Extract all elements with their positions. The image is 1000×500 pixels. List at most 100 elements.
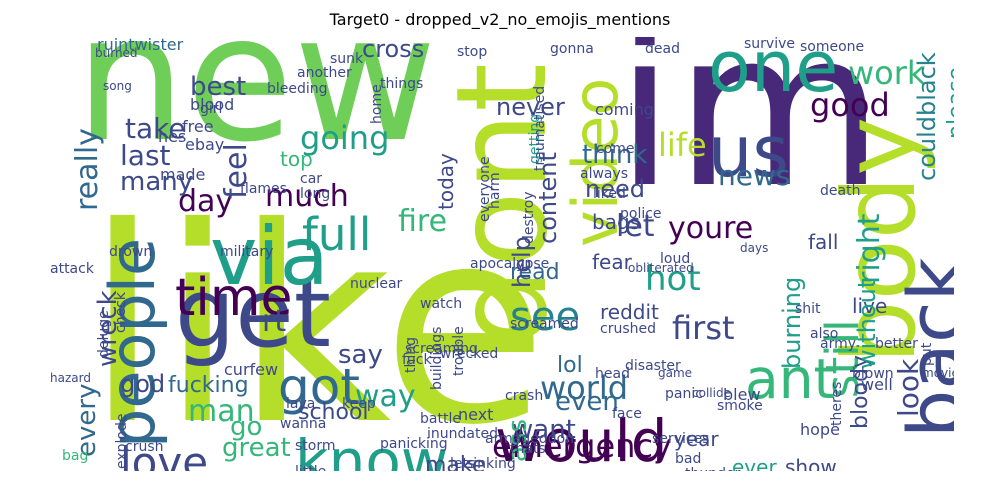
cloud-word: going <box>300 119 390 157</box>
cloud-word: year <box>674 427 719 451</box>
cloud-word: ebay <box>185 135 225 154</box>
cloud-word: gonna <box>550 41 594 57</box>
cloud-word: movie <box>922 366 954 380</box>
cloud-word: great <box>222 433 291 463</box>
cloud-word: good <box>810 86 890 124</box>
cloud-word: ant <box>745 347 836 411</box>
cloud-word: liked <box>593 186 626 202</box>
cloud-word: life <box>658 126 707 164</box>
cloud-word: car <box>300 171 323 187</box>
cloud-word: police <box>620 206 662 222</box>
cloud-word: armageddon <box>485 431 575 447</box>
cloud-word: destroy <box>521 191 537 244</box>
cloud-word: god <box>120 370 166 398</box>
cloud-word: new <box>75 37 437 181</box>
cloud-word: battle <box>420 411 461 427</box>
cloud-word: want <box>512 415 576 445</box>
cloud-word: get <box>175 259 331 369</box>
cloud-word: crush <box>125 439 164 455</box>
cloud-word: shit <box>795 301 821 317</box>
cloud-word: stop <box>457 44 488 60</box>
cloud-word: death <box>820 183 861 199</box>
cloud-word: one <box>708 37 839 108</box>
cloud-word: love <box>120 438 209 472</box>
cloud-word: watch <box>420 296 463 312</box>
cloud-word: panicking <box>380 436 448 452</box>
cloud-word: show <box>785 455 837 471</box>
cloud-word: make <box>425 453 486 472</box>
cloud-word: blew <box>723 385 761 404</box>
cloud-word: got <box>278 358 360 416</box>
cloud-word: burning <box>778 276 806 369</box>
cloud-word: bad <box>675 451 702 467</box>
cloud-word: via <box>210 210 329 303</box>
cloud-word: world <box>540 369 629 407</box>
cloud-word: trouble <box>451 326 467 376</box>
cloud-word: check <box>113 292 129 333</box>
cloud-word: song <box>103 79 132 93</box>
cloud-word: girl <box>200 101 223 117</box>
cloud-word: storm <box>295 438 336 454</box>
cloud-word: nuclear <box>350 276 403 292</box>
cloud-word: bleeding <box>267 81 328 97</box>
cloud-word: fucking <box>168 373 249 398</box>
cloud-word: thats <box>510 441 546 457</box>
cloud-word: well <box>861 375 893 394</box>
cloud-word: work <box>848 54 926 92</box>
cloud-word: put <box>919 342 935 366</box>
cloud-word: face <box>612 406 642 422</box>
cloud-word: another <box>297 65 352 81</box>
cloud-word: explode <box>114 413 130 470</box>
cloud-word: disaster <box>625 358 681 374</box>
cloud-word: let <box>616 209 655 244</box>
cloud-word: lets <box>450 456 476 471</box>
cloud-word: im <box>615 37 885 235</box>
cloud-word: blood <box>190 95 235 114</box>
cloud-word: top <box>280 147 313 171</box>
cloud-word: drown <box>109 244 153 260</box>
cloud-word: hes <box>158 127 187 146</box>
cloud-word: way <box>355 379 416 414</box>
cloud-word: days <box>740 241 769 255</box>
cloud-word: deluge <box>96 310 112 358</box>
cloud-word: better <box>875 336 918 352</box>
cloud-word: couldblack <box>913 52 941 181</box>
cloud-word: us <box>708 111 789 193</box>
cloud-word: think <box>582 140 648 170</box>
cloud-word: time <box>175 268 293 328</box>
cloud-word: right <box>852 213 887 285</box>
cloud-word: reddit <box>600 300 659 324</box>
cloud-word: many <box>120 167 194 197</box>
cloud-word: look <box>892 358 925 417</box>
cloud-word: always <box>580 166 629 182</box>
cloud-word: sinking <box>466 456 516 471</box>
cloud-word: news <box>718 159 791 192</box>
cloud-word: go <box>230 412 263 442</box>
cloud-word: read <box>510 260 560 285</box>
cloud-word: every <box>72 383 102 457</box>
cloud-word: like <box>85 169 548 471</box>
cloud-word: next <box>458 405 494 424</box>
cloud-word: inundated <box>427 426 498 442</box>
cloud-word: would <box>495 407 668 471</box>
cloud-word: even <box>555 387 619 417</box>
cloud-word: keep <box>342 396 376 412</box>
cloud-word: little <box>295 465 326 471</box>
figure-title: Target0 - dropped_v2_no_emojis_mentions <box>329 10 671 29</box>
cloud-word: today <box>434 153 458 210</box>
cloud-word: buildings <box>429 326 445 390</box>
cloud-word: things <box>380 76 424 92</box>
cloud-word: youre <box>668 211 754 246</box>
cloud-word: obliterated <box>628 261 694 275</box>
cloud-word: long <box>300 186 331 202</box>
cloud-word: flames <box>240 181 287 197</box>
cloud-word: sunk <box>330 51 364 67</box>
cloud-word: cross <box>362 37 425 63</box>
cloud-word: home <box>369 84 385 124</box>
cloud-word: thunder <box>685 467 740 471</box>
cloud-word: attack <box>50 261 94 277</box>
cloud-word: bag <box>62 448 89 464</box>
cloud-word: take <box>125 112 186 145</box>
cloud-word: say <box>338 340 383 370</box>
cloud-word: services <box>652 431 710 447</box>
